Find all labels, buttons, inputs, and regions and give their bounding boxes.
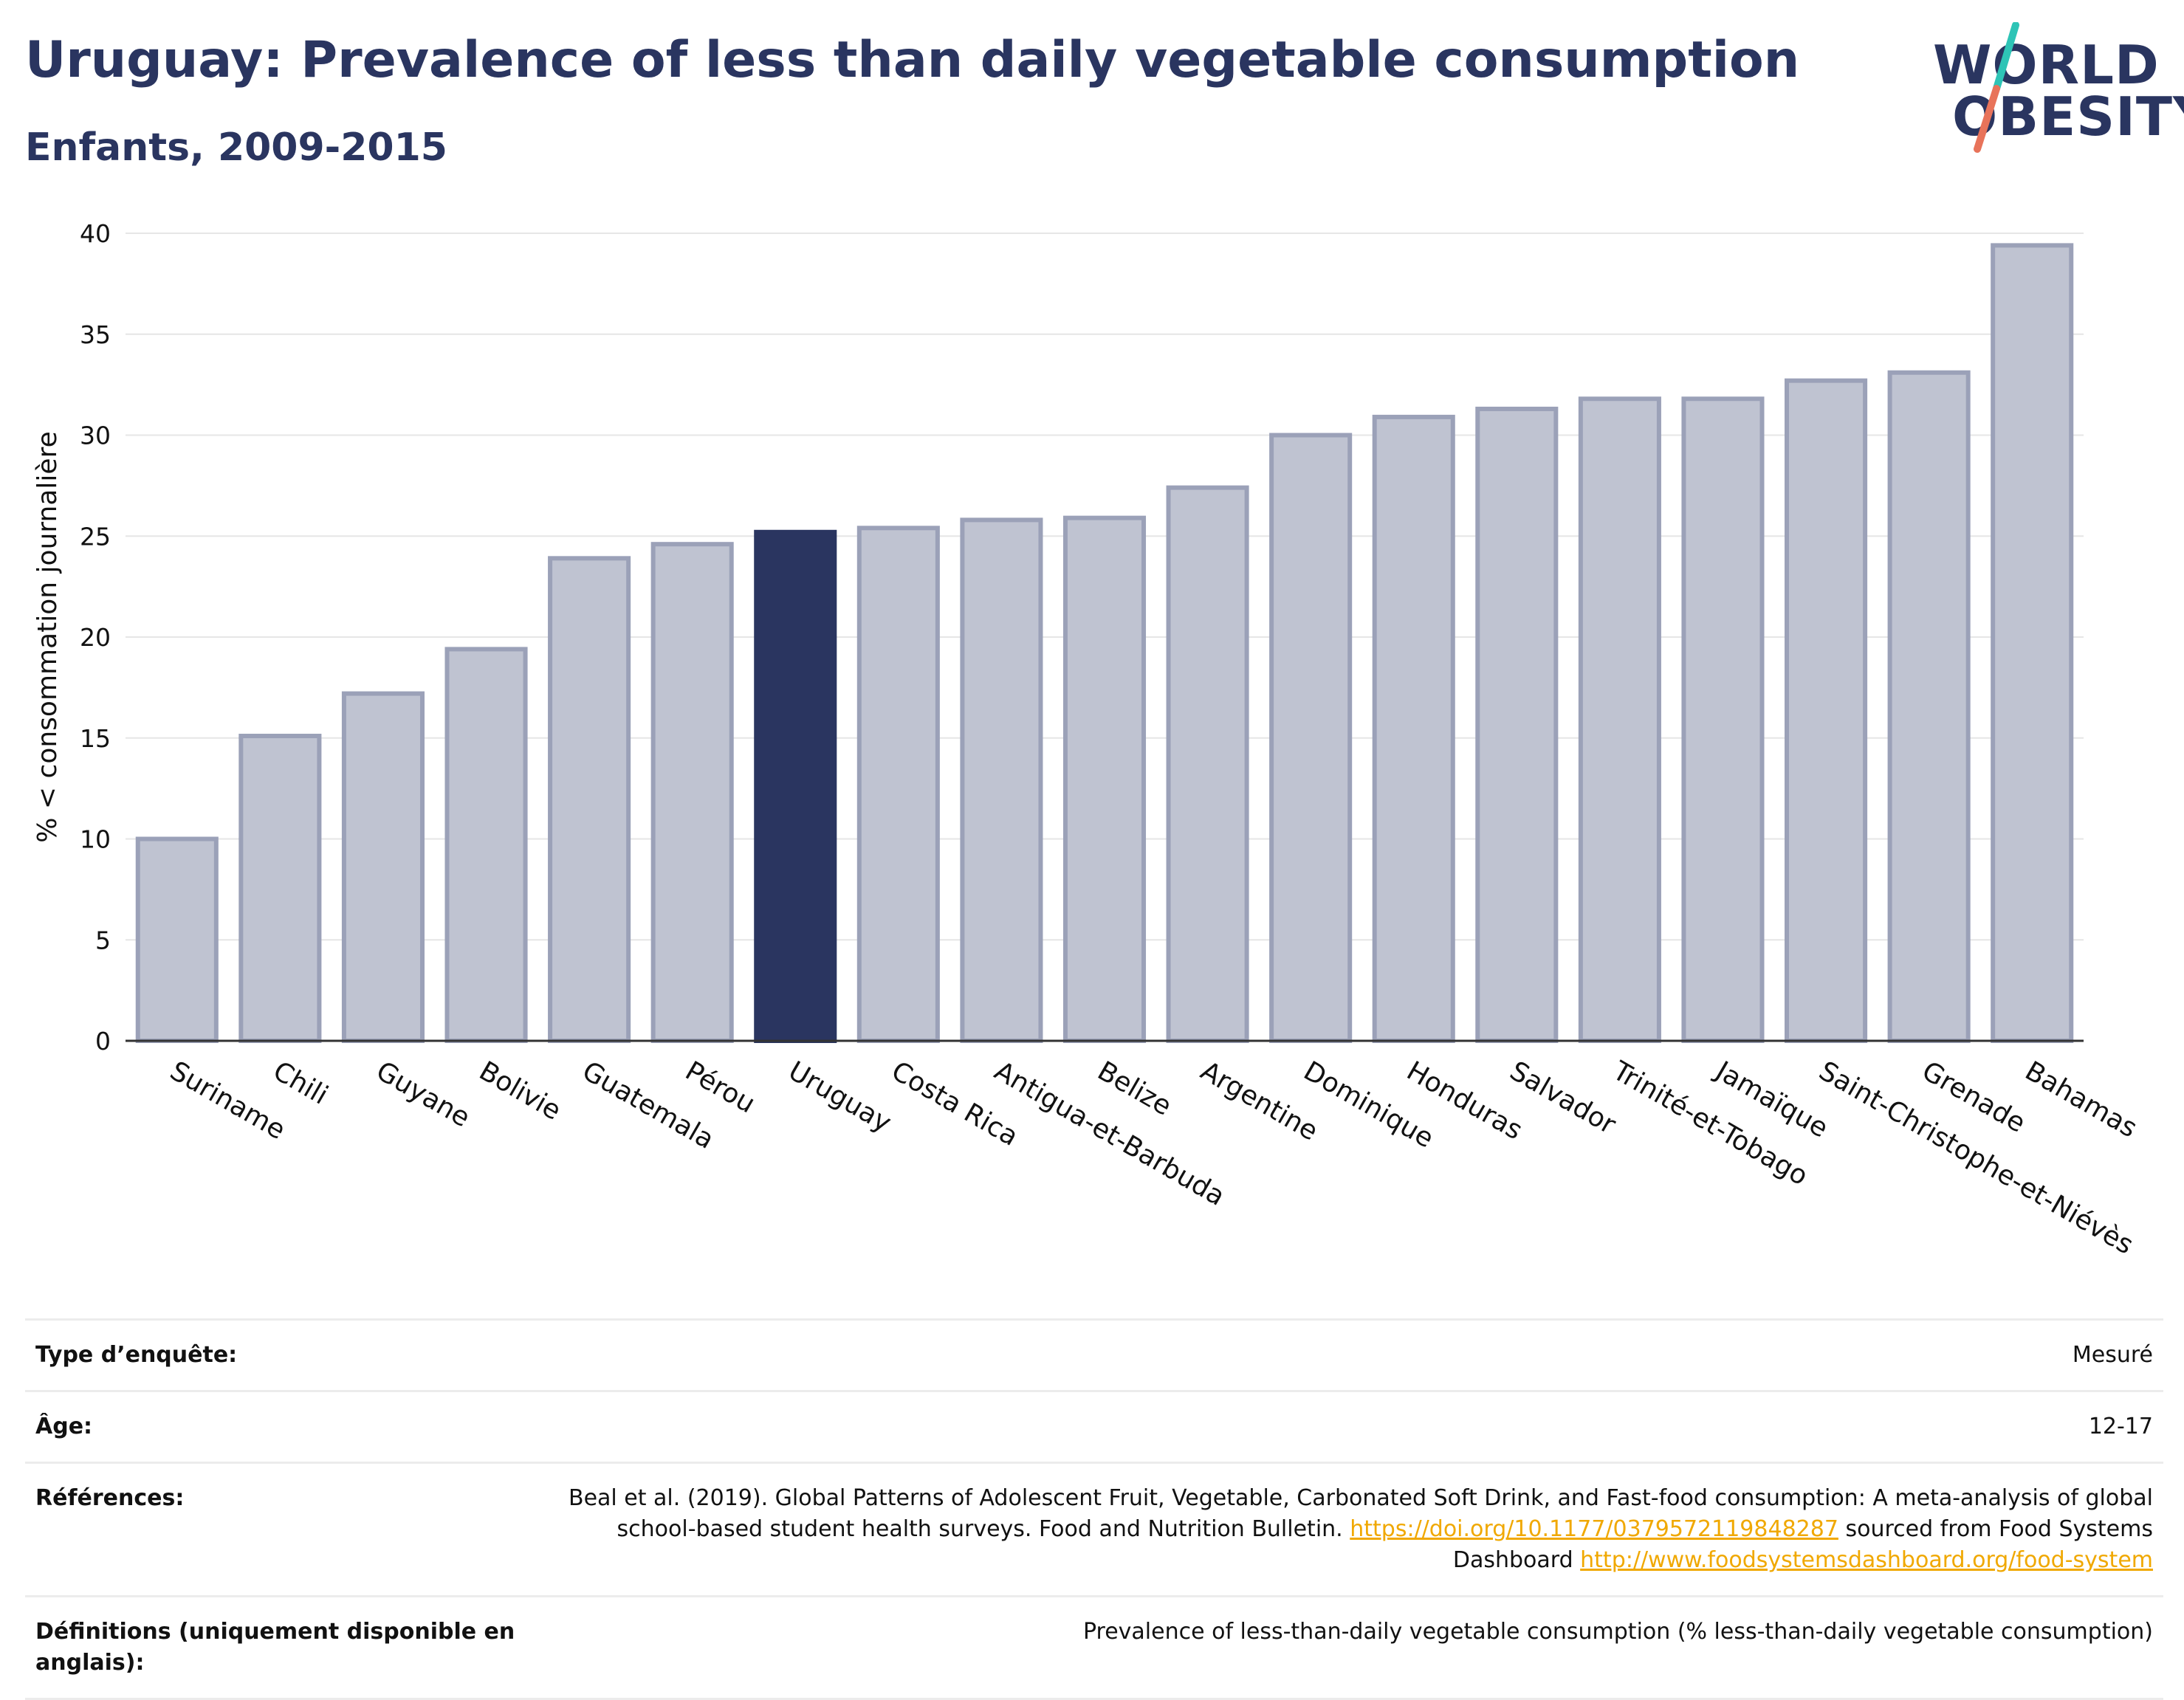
- bar: [135, 836, 219, 1043]
- bar: [1991, 243, 2074, 1043]
- y-tick-label: 35: [80, 320, 111, 349]
- meta-value: Prevalence of less-than-daily vegetable …: [1082, 1619, 2153, 1645]
- y-axis-label: % < consommation journalière: [32, 431, 63, 842]
- bar: [1372, 414, 1455, 1043]
- chart-subtitle: Enfants, 2009-2015: [25, 125, 447, 170]
- x-tick-label: Argentine: [1195, 1056, 1323, 1146]
- meta-key: Définitions (uniquement disponible en an…: [35, 1619, 515, 1676]
- bar: [1269, 433, 1353, 1043]
- meta-value: Beal et al. (2019). Global Patterns of A…: [552, 1483, 2153, 1576]
- x-tick-label: Trinité-et-Tobago: [1607, 1056, 1813, 1192]
- y-tick-label: 25: [80, 522, 111, 551]
- bar-highlighted: [754, 529, 837, 1043]
- y-tick-label: 5: [95, 926, 111, 954]
- y-tick-label: 15: [80, 724, 111, 753]
- chart-title: Uruguay: Prevalence of less than daily v…: [25, 31, 1800, 89]
- bar: [444, 647, 528, 1043]
- doi-link[interactable]: https://doi.org/10.1177/0379572119848287: [1350, 1516, 1838, 1542]
- logo-word-world: WORLD: [1933, 34, 2160, 96]
- x-tick-label: Pérou: [680, 1056, 760, 1119]
- x-tick-label: Suriname: [165, 1056, 290, 1146]
- bar: [1681, 396, 1765, 1043]
- meta-row-age: Âge: 12-17: [25, 1390, 2163, 1462]
- bar-chart: 0 5 10 15 20 25 30 35 40 % < consommation journal…: [32, 219, 2143, 1261]
- y-tick-label: 30: [80, 421, 111, 450]
- meta-value: Mesuré: [2072, 1342, 2153, 1368]
- logo-slash-icon: [1974, 22, 2019, 153]
- reference-text: sourced from Food Systems Dashboard: [1452, 1516, 2153, 1573]
- bar: [1475, 406, 1559, 1043]
- meta-row-survey-type: Type d’enquête: Mesuré: [25, 1318, 2163, 1390]
- bar: [856, 526, 940, 1043]
- bar: [341, 691, 425, 1044]
- y-tick-label: 10: [80, 825, 111, 854]
- x-tick-label: Bahamas: [2020, 1056, 2143, 1143]
- food-systems-link[interactable]: http://www.foodsystemsdashboard.org/food…: [1580, 1547, 2153, 1573]
- x-tick-label: Guyane: [371, 1056, 475, 1133]
- bar: [1578, 396, 1661, 1043]
- x-tick-label: Uruguay: [783, 1056, 896, 1138]
- x-tick-label: Chili: [268, 1056, 333, 1110]
- bar: [1062, 515, 1147, 1043]
- meta-row-references: Références: Beal et al. (2019). Global P…: [25, 1462, 2163, 1595]
- world-obesity-logo: WORLD OBESITY: [1920, 22, 2184, 155]
- bar: [1785, 378, 1868, 1043]
- meta-key: Type d’enquête:: [35, 1342, 238, 1368]
- bar: [650, 542, 734, 1043]
- x-tick-label: Belize: [1093, 1056, 1177, 1121]
- meta-row-definitions: Définitions (uniquement disponible en an…: [25, 1595, 2163, 1700]
- y-tick-label: 20: [80, 623, 111, 652]
- bar: [1166, 485, 1249, 1043]
- bar: [1887, 370, 1971, 1043]
- bar: [238, 734, 322, 1043]
- meta-value: 12-17: [2088, 1414, 2153, 1439]
- meta-key: Références:: [35, 1485, 185, 1511]
- bar: [548, 556, 631, 1043]
- x-tick-label: Bolivie: [474, 1056, 566, 1126]
- bar: [960, 517, 1043, 1043]
- y-tick-label: 40: [80, 219, 111, 248]
- reference-text: Beal et al. (2019). Global Patterns of A…: [568, 1485, 2153, 1542]
- meta-key: Âge:: [35, 1414, 93, 1439]
- y-tick-label: 0: [95, 1027, 111, 1056]
- metadata-table: Type d’enquête: Mesuré Âge: 12-17 Référe…: [25, 1318, 2163, 1700]
